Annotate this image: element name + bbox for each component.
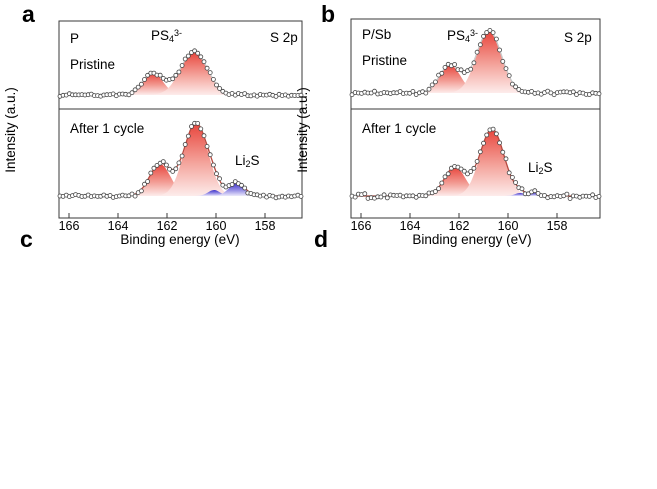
svg-text:Intensity (a.u.): Intensity (a.u.) bbox=[295, 87, 310, 173]
svg-text:Binding energy (eV): Binding energy (eV) bbox=[412, 232, 531, 247]
svg-text:S 2p: S 2p bbox=[564, 30, 592, 45]
svg-text:160: 160 bbox=[206, 219, 227, 233]
svg-text:166: 166 bbox=[351, 219, 372, 233]
svg-text:166: 166 bbox=[59, 219, 80, 233]
svg-text:After 1 cycle: After 1 cycle bbox=[362, 121, 436, 136]
svg-text:Li2S: Li2S bbox=[528, 160, 553, 176]
svg-text:Intensity (a.u.): Intensity (a.u.) bbox=[3, 87, 18, 173]
svg-text:P: P bbox=[70, 31, 79, 46]
svg-text:d: d bbox=[314, 226, 328, 252]
svg-text:160: 160 bbox=[498, 219, 519, 233]
svg-text:Binding energy (eV): Binding energy (eV) bbox=[120, 232, 239, 247]
svg-text:S 2p: S 2p bbox=[270, 30, 298, 45]
svg-text:162: 162 bbox=[157, 219, 178, 233]
svg-text:158: 158 bbox=[547, 219, 568, 233]
svg-text:162: 162 bbox=[449, 219, 470, 233]
svg-text:PS43-: PS43- bbox=[447, 28, 478, 44]
svg-text:After 1 cycle: After 1 cycle bbox=[70, 121, 144, 136]
svg-text:Pristine: Pristine bbox=[362, 53, 407, 68]
svg-text:164: 164 bbox=[400, 219, 421, 233]
svg-text:b: b bbox=[321, 1, 335, 27]
svg-text:a: a bbox=[22, 1, 35, 27]
svg-text:P/Sb: P/Sb bbox=[362, 27, 391, 42]
svg-text:c: c bbox=[20, 226, 33, 252]
svg-text:158: 158 bbox=[255, 219, 276, 233]
svg-text:Li2S: Li2S bbox=[235, 153, 260, 169]
svg-text:Pristine: Pristine bbox=[70, 57, 115, 72]
svg-text:164: 164 bbox=[108, 219, 129, 233]
svg-text:PS43-: PS43- bbox=[151, 28, 182, 44]
